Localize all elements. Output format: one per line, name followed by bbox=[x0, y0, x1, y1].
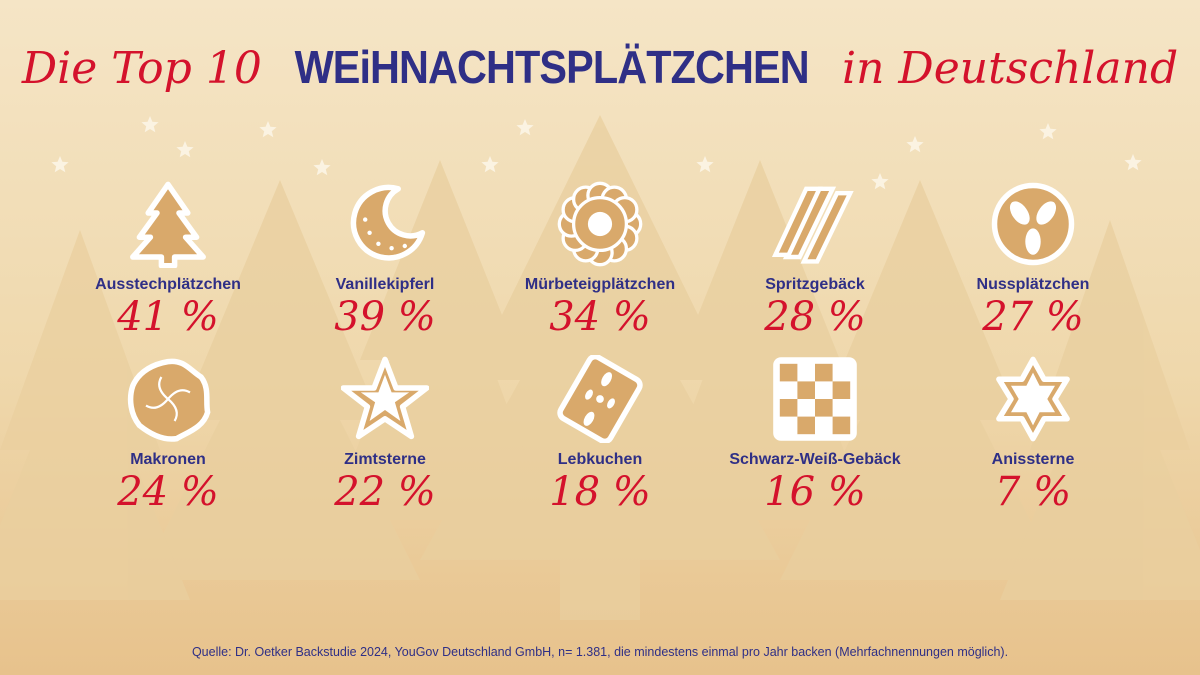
title-part-2: WEiHNACHTSPLÄTZCHEN bbox=[294, 41, 810, 93]
cookie-percentage: 24 % bbox=[117, 469, 219, 515]
source-note: Quelle: Dr. Oetker Backstudie 2024, YouG… bbox=[191, 645, 1009, 659]
cookie-percentage: 41 % bbox=[117, 294, 219, 340]
christmas-tree-cookie-icon bbox=[130, 181, 206, 268]
cookie-label: Lebkuchen bbox=[557, 451, 643, 468]
star-icon bbox=[141, 116, 159, 133]
star-icon bbox=[313, 159, 331, 176]
cookie-item: Nussplätzchen 27 % bbox=[923, 180, 1143, 340]
macaroon-icon bbox=[127, 358, 211, 442]
star-icon bbox=[51, 156, 69, 173]
flower-cookie-icon bbox=[557, 181, 643, 267]
gingerbread-icon bbox=[557, 355, 643, 443]
star-icon bbox=[259, 121, 277, 138]
title-part-1: Die Top 10 bbox=[21, 43, 262, 94]
star-icon bbox=[176, 141, 194, 158]
cookie-percentage: 18 % bbox=[549, 469, 651, 515]
cookie-percentage: 39 % bbox=[334, 294, 436, 340]
cookie-label: Mürbeteigplätzchen bbox=[524, 276, 676, 293]
nut-cookie-icon bbox=[991, 182, 1075, 266]
cookie-item: Makronen 24 % bbox=[58, 355, 278, 515]
cookie-percentage: 16 % bbox=[764, 469, 866, 515]
six-point-star-cookie-icon bbox=[996, 356, 1070, 442]
star-icon bbox=[696, 156, 714, 173]
star-icon bbox=[1124, 154, 1142, 171]
cookie-percentage: 27 % bbox=[982, 294, 1084, 340]
cookie-percentage: 34 % bbox=[549, 294, 651, 340]
cookie-item: Anissterne 7 % bbox=[923, 355, 1143, 515]
checkerboard-cookie-icon bbox=[773, 357, 857, 441]
cookie-item: Zimtsterne 22 % bbox=[275, 355, 495, 515]
cookie-label: Makronen bbox=[130, 451, 206, 468]
page-title: Die Top 10 WEiHNACHTSPLÄTZCHEN in Deutsc… bbox=[0, 40, 1200, 94]
star-icon bbox=[481, 156, 499, 173]
cookie-item: Mürbeteigplätzchen 34 % bbox=[490, 180, 710, 340]
crescent-cookie-icon bbox=[350, 184, 426, 261]
cookie-label: Zimtsterne bbox=[344, 451, 426, 468]
star-cookie-icon bbox=[341, 356, 429, 440]
cookie-label: Vanillekipferl bbox=[335, 276, 435, 293]
cookie-item: Schwarz-Weiß-Gebäck 16 % bbox=[705, 355, 925, 515]
star-icon bbox=[906, 136, 924, 153]
cookie-label: Ausstechplätzchen bbox=[95, 276, 241, 293]
cookie-label: Schwarz-Weiß-Gebäck bbox=[729, 451, 901, 468]
star-icon bbox=[871, 173, 889, 190]
cookie-label: Anissterne bbox=[991, 451, 1075, 468]
star-icon bbox=[516, 119, 534, 136]
cookie-item: Spritzgebäck 28 % bbox=[705, 180, 925, 340]
star-icon bbox=[1039, 123, 1057, 140]
cookie-percentage: 7 % bbox=[994, 469, 1072, 515]
title-part-3: in Deutschland bbox=[842, 43, 1179, 94]
cookie-item: Ausstechplätzchen 41 % bbox=[58, 180, 278, 340]
cookie-label: Spritzgebäck bbox=[765, 276, 865, 293]
cookie-percentage: 22 % bbox=[334, 469, 436, 515]
cookie-item: Vanillekipferl 39 % bbox=[275, 180, 495, 340]
cookie-item: Lebkuchen 18 % bbox=[490, 355, 710, 515]
cookie-label: Nussplätzchen bbox=[976, 276, 1090, 293]
cookie-percentage: 28 % bbox=[764, 294, 866, 340]
piped-cookie-icon bbox=[771, 186, 854, 264]
